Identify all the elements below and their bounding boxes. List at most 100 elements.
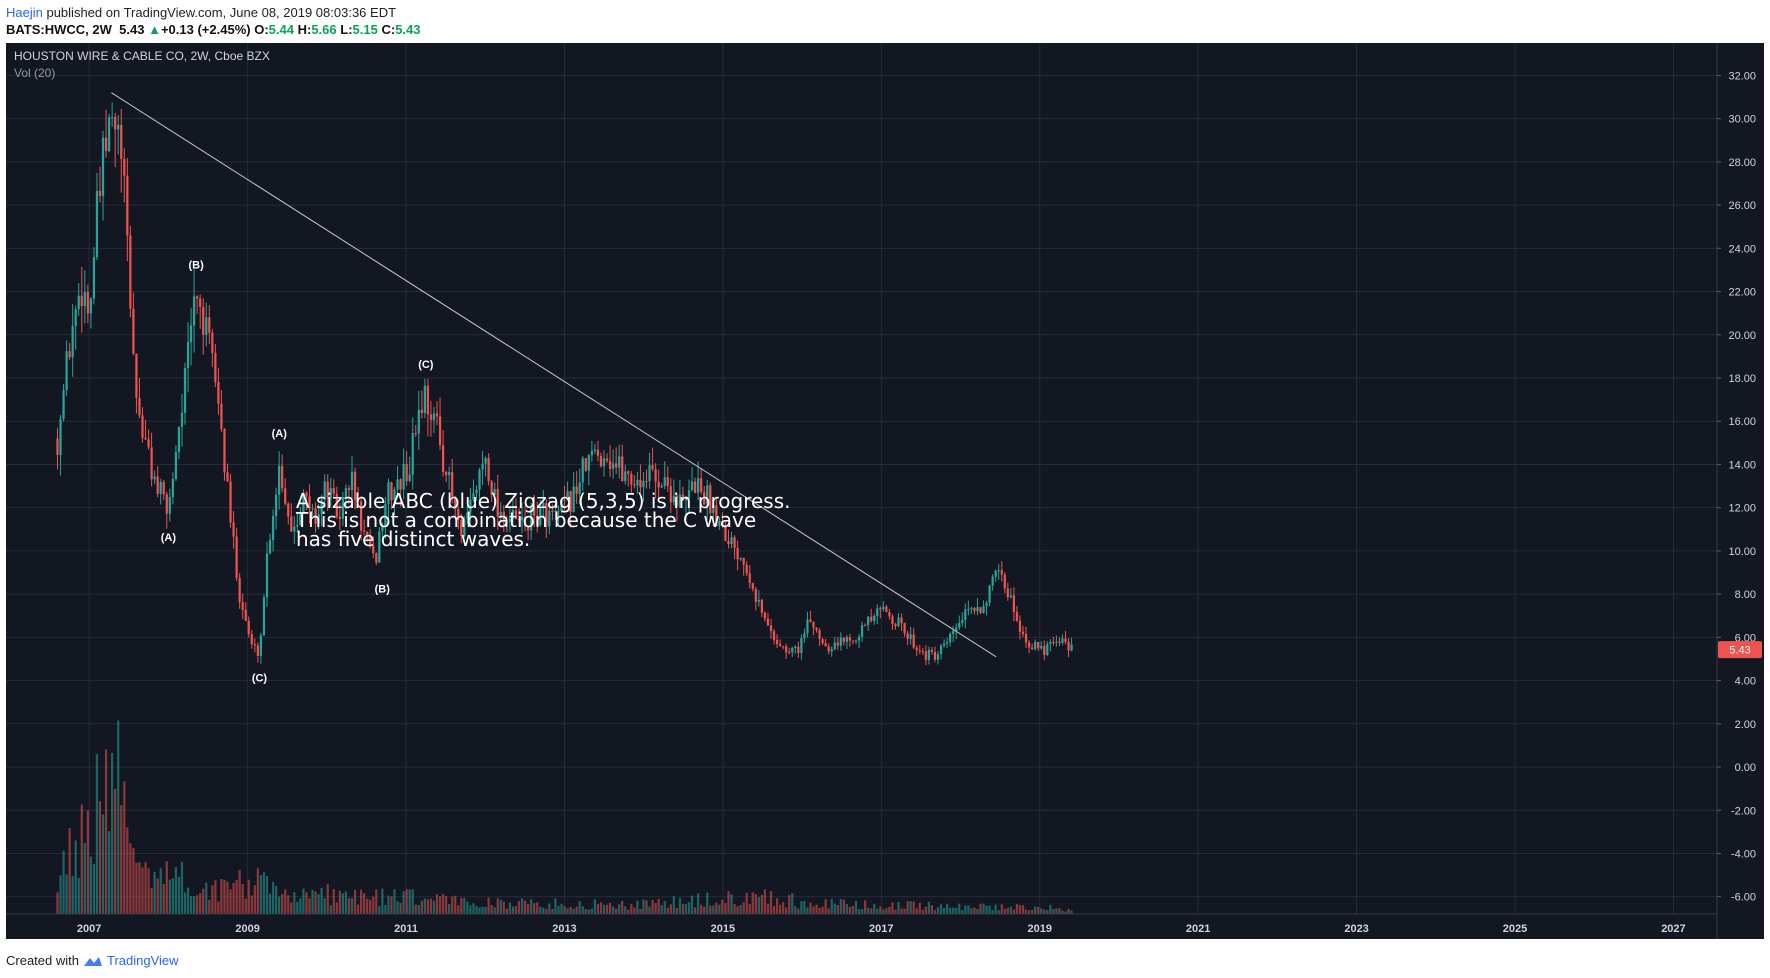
volume-bar [1070, 910, 1073, 914]
x-tick-label: 2009 [235, 923, 259, 935]
volume-bar [162, 884, 165, 914]
volume-bar [62, 850, 65, 914]
volume-bar [806, 907, 809, 914]
candle-body [675, 495, 678, 507]
volume-bar [135, 862, 138, 914]
candle-body [399, 479, 402, 490]
volume-bar [745, 892, 748, 914]
low-label: L: [340, 22, 353, 37]
volume-bar [196, 895, 199, 914]
volume-bar [867, 907, 870, 914]
candle-body [833, 642, 836, 650]
price-scale[interactable] [1717, 43, 1764, 939]
candle-body [168, 497, 171, 514]
wave-label: (C) [418, 359, 434, 371]
volume-bar [238, 869, 241, 914]
volume-bar [1043, 909, 1046, 914]
author-link[interactable]: Haejin [6, 5, 43, 20]
volume-bar [842, 899, 845, 914]
candle-body [955, 627, 958, 631]
volume-bar [961, 909, 964, 914]
candle-body [563, 500, 566, 502]
candle-body [551, 510, 554, 512]
last-price-label: 5.43 [1729, 645, 1750, 657]
chart-title: HOUSTON WIRE & CABLE CO, 2W, Cboe BZX [14, 49, 270, 63]
candle-body [335, 493, 338, 517]
volume-bar [897, 901, 900, 914]
candle-body [824, 643, 827, 647]
volume-bar [274, 885, 278, 914]
y-axis-ticks: 32.00 30.00 28.00 26.00 24.00 22.00 20.00 18.00… [1717, 70, 1756, 904]
candle-body [1037, 641, 1040, 649]
y-tick-label: 2.00 [1735, 719, 1756, 731]
trendline[interactable] [111, 92, 997, 658]
wave-label: (B) [375, 584, 391, 596]
candle-body [693, 481, 697, 493]
tradingview-link[interactable]: TradingView [106, 953, 179, 968]
volume-bar [775, 898, 779, 914]
volume-bar [390, 896, 393, 914]
volume-bar [894, 909, 897, 914]
candle-body [903, 622, 906, 634]
wave-label: (A) [161, 532, 177, 544]
candle-body [1064, 638, 1067, 642]
wave-label: (C) [252, 672, 268, 684]
candle-body [92, 257, 96, 299]
volume-bar [748, 904, 751, 914]
volume-bar [271, 882, 275, 914]
candle-body [915, 647, 918, 651]
x-tick-label: 2007 [77, 923, 101, 935]
volume-bar [141, 867, 144, 914]
candle-body [772, 631, 776, 640]
candle-body [590, 450, 593, 456]
volume-bar [1018, 905, 1022, 914]
candle-body [800, 638, 803, 653]
candle-body [678, 494, 682, 507]
candle-body [669, 486, 672, 503]
volume-bar [484, 906, 487, 914]
annotation-text[interactable]: A sizable ABC (blue) Zigzag (5,3,5) is i… [295, 489, 790, 551]
ohlc-line: BATS:HWCC, 2W 5.43 ▲+0.13 (+2.45%) O:5.4… [6, 21, 421, 38]
candle-body [782, 646, 785, 648]
volume-bar [751, 892, 754, 914]
candle-body [936, 654, 940, 660]
candle-body [754, 589, 757, 602]
candle-body [690, 481, 694, 491]
candle-body [939, 645, 943, 655]
candle-body [463, 518, 466, 537]
candle-body [302, 492, 305, 514]
y-tick-label: -4.00 [1731, 848, 1756, 860]
candle-body [651, 465, 654, 470]
candle-body [101, 137, 105, 196]
volume-bar [189, 896, 193, 914]
volume-bar [414, 904, 417, 914]
volume-bar [827, 908, 830, 914]
candle-body [147, 439, 150, 448]
volume-bar [845, 903, 849, 914]
price-chart[interactable]: (A) (B) (C) (A) (B) (C) HOUSTON WIRE & CABLE … [6, 43, 1764, 939]
volume-bar [363, 893, 366, 914]
volume-bar [101, 814, 105, 914]
candle-body [505, 521, 508, 523]
volume-bar [572, 908, 575, 914]
volume-bar [539, 906, 542, 914]
candle-body [894, 624, 897, 627]
candle-body [845, 637, 849, 642]
candle-body [530, 507, 533, 531]
volume-bar [83, 842, 86, 914]
candle-body [317, 514, 320, 524]
candle-body [508, 518, 512, 522]
candle-body [791, 647, 794, 653]
volume-bar [265, 875, 269, 914]
candle-body [657, 481, 660, 488]
volume-bar [311, 889, 314, 914]
candle-body [697, 478, 700, 493]
volume-bar [709, 905, 712, 914]
high-value: 5.66 [311, 22, 337, 37]
volume-bar [217, 901, 220, 914]
volume-bar [706, 892, 709, 914]
volume-bar [563, 906, 566, 914]
candle-body [520, 517, 524, 521]
candle-body [441, 445, 445, 472]
candle-body [59, 419, 62, 455]
